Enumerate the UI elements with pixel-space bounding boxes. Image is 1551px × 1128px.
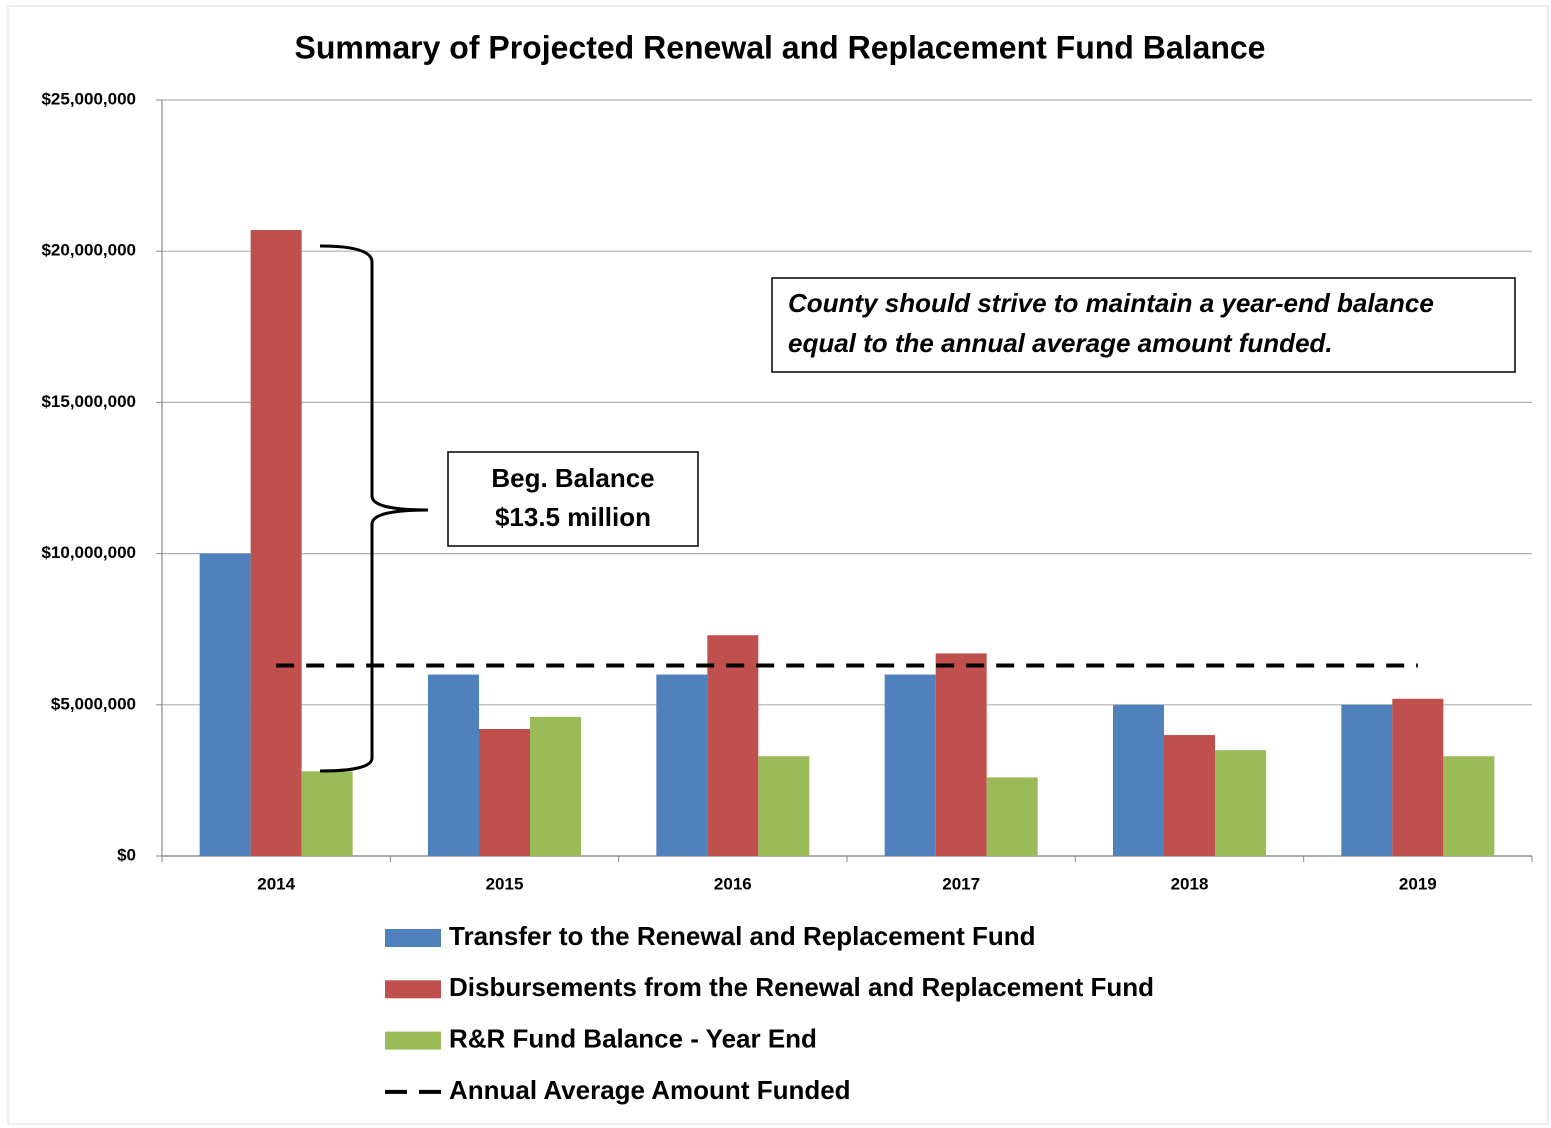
annotation-text: equal to the annual average amount funde… [788, 328, 1333, 358]
bar [758, 756, 810, 856]
x-tick-label: 2014 [257, 874, 295, 893]
annotation-box [771, 277, 1516, 373]
bar [1392, 698, 1444, 856]
x-tick-label: 2016 [714, 874, 752, 893]
bracket [319, 244, 429, 773]
bar [986, 777, 1038, 856]
y-tick-label: $10,000,000 [41, 543, 136, 562]
legend-label: Transfer to the Renewal and Replacement … [449, 921, 1036, 951]
annotation-text: Beg. Balance [491, 463, 654, 493]
y-tick-label: $0 [117, 845, 136, 864]
bar [1113, 704, 1164, 856]
bar [935, 653, 987, 856]
legend-swatch [385, 929, 441, 947]
annotation-text: County should strive to maintain a year-… [788, 288, 1434, 318]
y-tick-label: $5,000,000 [51, 694, 136, 713]
legend-label: Annual Average Amount Funded [449, 1075, 851, 1105]
chart-title: Summary of Projected Renewal and Replace… [295, 29, 1266, 65]
bar [1443, 756, 1495, 856]
bar [707, 635, 759, 856]
bar [530, 716, 581, 856]
y-tick-label: $20,000,000 [41, 241, 136, 260]
bar [428, 674, 479, 856]
annotation-box [447, 451, 699, 547]
legend-swatch [385, 980, 441, 999]
y-tick-label: $25,000,000 [41, 89, 136, 108]
legend-label: R&R Fund Balance - Year End [449, 1023, 817, 1053]
legend-label: Disbursements from the Renewal and Repla… [449, 972, 1154, 1002]
bar [1341, 704, 1393, 856]
legend-swatch [385, 1031, 441, 1050]
annotation-text: $13.5 million [495, 502, 651, 532]
x-tick-label: 2018 [1171, 874, 1209, 893]
bar [250, 230, 302, 857]
bar [1164, 735, 1215, 856]
bar [479, 728, 530, 856]
x-tick-label: 2015 [486, 874, 524, 893]
bar [656, 674, 708, 856]
x-tick-label: 2017 [942, 874, 980, 893]
bar [1215, 750, 1266, 856]
y-tick-label: $15,000,000 [41, 392, 136, 411]
bar [199, 553, 251, 856]
bar [884, 674, 936, 856]
x-tick-label: 2019 [1399, 874, 1437, 893]
bar [301, 771, 353, 856]
